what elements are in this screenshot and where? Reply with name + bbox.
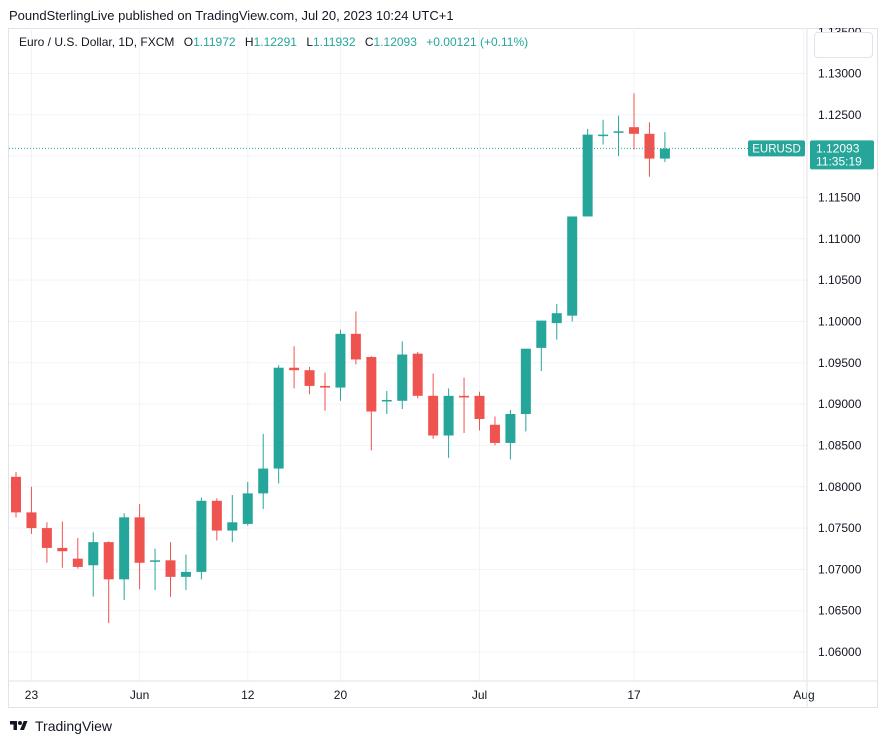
y-tick-label: 1.11500 [818, 190, 861, 204]
candle-body [335, 333, 346, 388]
candle-body [41, 528, 52, 548]
candle-body [505, 414, 516, 443]
candle-body [196, 500, 207, 572]
x-tick-label: 12 [241, 688, 255, 702]
tradingview-logo-icon [10, 721, 28, 730]
symbol-tag-bg [748, 140, 805, 157]
y-tick-label: 1.11000 [818, 232, 861, 246]
y-tick-label: 1.10000 [818, 314, 862, 328]
footer: TradingView [9, 718, 112, 734]
candle-body [57, 547, 68, 552]
candle-body [211, 500, 222, 531]
chart-frame [8, 28, 878, 708]
candle-body [227, 522, 238, 531]
candle-body [72, 558, 83, 567]
candle-body [629, 127, 639, 134]
candle-body [366, 356, 377, 412]
candle-body [582, 134, 593, 217]
candle-body [165, 560, 176, 577]
publish-header: PoundSterlingLive published on TradingVi… [9, 8, 454, 23]
candle-body [412, 353, 423, 396]
candle-body [88, 542, 99, 566]
y-tick-label: 1.07000 [818, 562, 862, 576]
legend-change-value: +0.00121 (+0.11%) [426, 35, 529, 49]
candle-body [613, 131, 624, 133]
y-tick-label: 1.13000 [818, 66, 862, 80]
candle-body [428, 395, 439, 436]
candle-body [551, 313, 562, 324]
y-tick-label: 1.06500 [818, 604, 862, 618]
candle-body [381, 399, 392, 402]
candle-body [397, 354, 408, 401]
y-tick-label: 1.08000 [818, 480, 862, 494]
candle-body [536, 320, 547, 348]
footer-brand: TradingView [35, 718, 113, 734]
x-tick-label: Jul [472, 688, 487, 702]
candle-body [242, 493, 253, 524]
x-tick-label: 23 [25, 688, 39, 702]
candle-body [644, 133, 655, 159]
candle-body [598, 134, 609, 137]
candle-body [659, 148, 670, 159]
grid-layer [9, 28, 807, 681]
legend-low-label: L [306, 35, 313, 49]
y-tick-label: 1.06000 [818, 645, 862, 659]
legend-close-value: 1.12093 [373, 35, 417, 49]
ohlc-legend: Euro / U.S. Dollar, 1D, FXCM O1.11972 H1… [19, 35, 528, 49]
x-tick-label: Jun [130, 688, 149, 702]
candle-body [26, 512, 37, 529]
y-tick-label: 1.09000 [818, 397, 862, 411]
candle-body [489, 424, 500, 443]
candle-layer [11, 93, 670, 624]
candle-body [520, 348, 531, 415]
price-tag-countdown: 11:35:19 [816, 154, 862, 168]
price-tag-bg [810, 140, 874, 170]
y-tick-label: 1.12500 [818, 108, 862, 122]
legend-high-value: 1.12291 [253, 35, 297, 49]
candle-body [350, 333, 361, 360]
x-tick-label: 20 [334, 688, 348, 702]
candle-body [304, 370, 315, 386]
candle-body [103, 542, 114, 580]
candle-body [258, 468, 269, 494]
legend-open-label: O [183, 35, 194, 49]
candle-body [459, 395, 470, 398]
legend-open-value: 1.11972 [193, 35, 236, 49]
candle-body [134, 517, 145, 563]
legend-high-label: H [244, 35, 254, 49]
y-tick-label: 1.08500 [818, 438, 862, 452]
symbol-tag-text: EURUSD [752, 143, 801, 155]
y-tick-label: 1.09500 [818, 356, 862, 370]
candle-body [273, 367, 284, 469]
legend-close-label: C [364, 35, 374, 49]
legend-symbol: Euro / U.S. Dollar, 1D, FXCM [19, 35, 175, 49]
candle-body [180, 571, 191, 577]
x-tick-label: 17 [627, 688, 641, 702]
candle-body [320, 385, 330, 388]
price-scale-settings-button[interactable] [814, 32, 873, 58]
x-tick-label: Aug [793, 688, 814, 702]
legend-low-value: 1.11932 [313, 35, 356, 49]
candle-body [289, 367, 300, 371]
candle-body [443, 395, 454, 436]
candle-body [11, 476, 21, 513]
candle-body [567, 216, 578, 316]
y-tick-label: 1.10500 [818, 273, 862, 287]
candle-body [150, 560, 161, 562]
candle-body [474, 395, 485, 419]
y-tick-label: 1.07500 [818, 521, 862, 535]
candle-body [119, 517, 130, 580]
price-tag-value: 1.12093 [816, 141, 860, 155]
